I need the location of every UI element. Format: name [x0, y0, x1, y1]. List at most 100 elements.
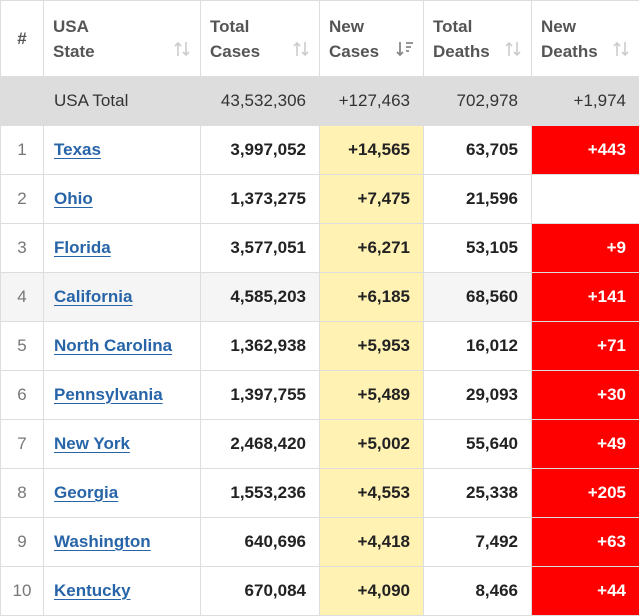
state-link[interactable]: Washington [54, 532, 151, 551]
total-new-deaths: +1,974 [532, 77, 639, 126]
total-cases-cell: 2,468,420 [201, 420, 320, 469]
new-cases-cell: +5,489 [320, 371, 424, 420]
total-deaths-cell: 7,492 [424, 518, 532, 567]
total-cases-cell: 1,362,938 [201, 322, 320, 371]
total-deaths-cell: 68,560 [424, 273, 532, 322]
sort-icon[interactable] [504, 40, 522, 58]
new-deaths-cell: +141 [532, 273, 639, 322]
total-new-cases: +127,463 [320, 77, 424, 126]
total-cases-cell: 640,696 [201, 518, 320, 567]
state-link[interactable]: Kentucky [54, 581, 131, 600]
new-cases-cell: +5,953 [320, 322, 424, 371]
row-num: 4 [1, 273, 44, 322]
new-deaths-cell [532, 175, 639, 224]
state-cell: Florida [44, 224, 201, 273]
total-deaths-cell: 25,338 [424, 469, 532, 518]
total-total-deaths: 702,978 [424, 77, 532, 126]
state-link[interactable]: Florida [54, 238, 111, 257]
new-deaths-cell: +205 [532, 469, 639, 518]
total-deaths-cell: 16,012 [424, 322, 532, 371]
header-state-line1: USA [53, 14, 200, 39]
header-new-deaths-line1: New [541, 14, 639, 39]
total-cases-cell: 1,397,755 [201, 371, 320, 420]
state-cell: Ohio [44, 175, 201, 224]
row-num: 5 [1, 322, 44, 371]
sort-icon[interactable] [292, 40, 310, 58]
state-cell: California [44, 273, 201, 322]
total-num-cell [1, 77, 44, 126]
new-deaths-cell: +71 [532, 322, 639, 371]
state-link[interactable]: Ohio [54, 189, 93, 208]
state-link[interactable]: New York [54, 434, 130, 453]
header-total-cases-line1: Total [210, 14, 319, 39]
sort-icon[interactable] [173, 40, 191, 58]
new-cases-cell: +4,418 [320, 518, 424, 567]
new-cases-cell: +6,185 [320, 273, 424, 322]
state-link[interactable]: Texas [54, 140, 101, 159]
total-deaths-cell: 8,466 [424, 567, 532, 616]
row-num: 3 [1, 224, 44, 273]
row-num: 6 [1, 371, 44, 420]
total-deaths-cell: 53,105 [424, 224, 532, 273]
total-deaths-cell: 21,596 [424, 175, 532, 224]
total-cases-cell: 3,577,051 [201, 224, 320, 273]
state-cell: Texas [44, 126, 201, 175]
header-row: # USA State Total Cases New Cases [1, 1, 639, 77]
header-new-deaths[interactable]: New Deaths [532, 1, 639, 77]
total-deaths-cell: 63,705 [424, 126, 532, 175]
header-total-cases[interactable]: Total Cases [201, 1, 320, 77]
header-num: # [1, 1, 44, 77]
new-cases-cell: +4,090 [320, 567, 424, 616]
new-cases-cell: +4,553 [320, 469, 424, 518]
state-cell: Washington [44, 518, 201, 567]
usa-total-row: USA Total 43,532,306 +127,463 702,978 +1… [1, 77, 639, 126]
row-num: 1 [1, 126, 44, 175]
row-num: 9 [1, 518, 44, 567]
header-new-cases-line1: New [329, 14, 423, 39]
total-cases-cell: 4,585,203 [201, 273, 320, 322]
row-num: 2 [1, 175, 44, 224]
total-cases-cell: 1,553,236 [201, 469, 320, 518]
state-link[interactable]: Pennsylvania [54, 385, 163, 404]
state-link[interactable]: Georgia [54, 483, 118, 502]
new-cases-cell: +6,271 [320, 224, 424, 273]
state-cell: Pennsylvania [44, 371, 201, 420]
new-cases-cell: +5,002 [320, 420, 424, 469]
state-link[interactable]: California [54, 287, 132, 306]
new-cases-cell: +14,565 [320, 126, 424, 175]
state-link[interactable]: North Carolina [54, 336, 172, 355]
total-cases-cell: 3,997,052 [201, 126, 320, 175]
sort-icon[interactable] [612, 40, 630, 58]
total-label: USA Total [44, 77, 201, 126]
new-deaths-cell: +443 [532, 126, 639, 175]
total-cases-cell: 670,084 [201, 567, 320, 616]
new-deaths-cell: +63 [532, 518, 639, 567]
total-total-cases: 43,532,306 [201, 77, 320, 126]
state-cell: Georgia [44, 469, 201, 518]
new-deaths-cell: +30 [532, 371, 639, 420]
row-num: 10 [1, 567, 44, 616]
total-cases-cell: 1,373,275 [201, 175, 320, 224]
header-new-cases[interactable]: New Cases [320, 1, 424, 77]
state-cell: New York [44, 420, 201, 469]
row-num: 7 [1, 420, 44, 469]
sort-desc-active-icon[interactable] [396, 40, 414, 58]
new-cases-cell: +7,475 [320, 175, 424, 224]
state-cell: North Carolina [44, 322, 201, 371]
state-cell: Kentucky [44, 567, 201, 616]
total-deaths-cell: 55,640 [424, 420, 532, 469]
new-deaths-cell: +49 [532, 420, 639, 469]
header-state[interactable]: USA State [44, 1, 201, 77]
header-total-deaths[interactable]: Total Deaths [424, 1, 532, 77]
row-num: 8 [1, 469, 44, 518]
